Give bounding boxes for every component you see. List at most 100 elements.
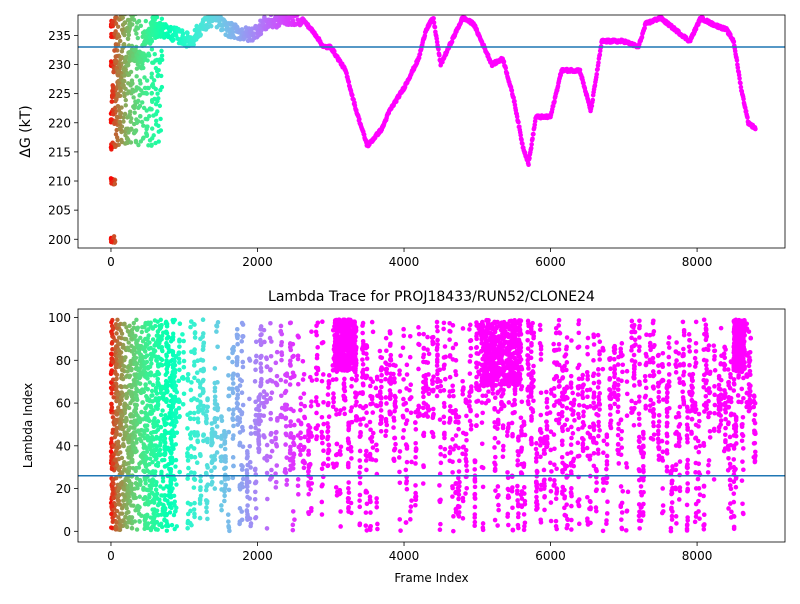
delta-g-point xyxy=(125,7,129,11)
lambda-point xyxy=(265,526,270,531)
lambda-point xyxy=(265,471,270,476)
y-tick-label: 230 xyxy=(48,58,71,72)
lambda-point xyxy=(306,452,311,457)
lambda-point xyxy=(349,501,354,506)
lambda-point xyxy=(619,429,624,434)
lambda-point xyxy=(219,480,224,485)
delta-g-point xyxy=(149,38,154,43)
lambda-point xyxy=(296,357,301,362)
delta-g-point xyxy=(153,141,157,145)
lambda-point xyxy=(268,321,273,326)
lambda-point xyxy=(421,355,426,360)
lambda-point xyxy=(588,521,593,526)
lambda-point xyxy=(253,497,258,502)
delta-g-point xyxy=(160,53,164,57)
lambda-point xyxy=(320,500,325,505)
lambda-point xyxy=(660,378,665,383)
lambda-point xyxy=(346,428,351,433)
lambda-point xyxy=(585,446,590,451)
lambda-point xyxy=(176,379,181,384)
lambda-point xyxy=(513,392,518,397)
lambda-point xyxy=(379,408,384,413)
lambda-point xyxy=(674,340,679,345)
lambda-point xyxy=(576,454,581,459)
lambda-point xyxy=(601,487,606,492)
lambda-point xyxy=(201,358,206,363)
lambda-point xyxy=(256,446,261,451)
lambda-point xyxy=(240,390,245,395)
lambda-point xyxy=(585,370,590,375)
lambda-point xyxy=(612,402,617,407)
lambda-point xyxy=(656,437,661,442)
delta-g-point xyxy=(113,145,117,149)
lambda-point xyxy=(545,405,550,410)
lambda-point xyxy=(349,384,354,389)
lambda-point xyxy=(337,412,342,417)
lambda-point xyxy=(457,480,462,485)
lambda-point xyxy=(516,523,521,528)
lambda-point xyxy=(637,399,642,404)
lambda-point xyxy=(374,505,379,510)
lambda-point xyxy=(291,451,296,456)
lambda-point xyxy=(442,432,447,437)
lambda-point xyxy=(526,362,531,367)
delta-g-point xyxy=(140,7,144,11)
lambda-point xyxy=(538,437,543,442)
delta-g-point xyxy=(114,97,118,101)
lambda-point xyxy=(438,452,443,457)
lambda-point xyxy=(347,490,352,495)
lambda-point xyxy=(457,484,462,489)
plot-frame xyxy=(78,15,785,248)
lambda-point xyxy=(665,396,670,401)
lambda-point xyxy=(212,457,217,462)
lambda-point xyxy=(448,329,453,334)
lambda-point xyxy=(561,375,566,380)
lambda-point xyxy=(648,341,653,346)
lambda-point xyxy=(215,380,220,385)
delta-g-point xyxy=(140,120,144,124)
delta-g-point xyxy=(115,116,119,120)
delta-g-point xyxy=(753,127,758,132)
lambda-point xyxy=(374,443,379,448)
delta-g-point xyxy=(287,8,292,13)
lambda-point xyxy=(314,377,319,382)
lambda-point xyxy=(235,342,240,347)
lambda-point xyxy=(439,461,444,466)
lambda-point xyxy=(398,449,403,454)
lambda-point xyxy=(496,418,501,423)
lambda-point xyxy=(302,461,307,466)
lambda-point xyxy=(204,498,209,503)
y-axis-label: ΔG (kT) xyxy=(18,105,34,157)
lambda-point xyxy=(118,384,123,389)
lambda-point xyxy=(423,380,428,385)
lambda-point xyxy=(565,360,570,365)
lambda-point xyxy=(201,347,206,352)
delta-g-point xyxy=(529,142,534,147)
lambda-point xyxy=(641,450,646,455)
lambda-point xyxy=(515,484,520,489)
delta-g-points xyxy=(109,4,758,245)
lambda-point xyxy=(413,495,418,500)
lambda-point xyxy=(569,527,574,532)
delta-g-point xyxy=(116,104,120,108)
lambda-point xyxy=(569,374,574,379)
lambda-point xyxy=(404,520,409,525)
y-tick-label: 220 xyxy=(48,116,71,130)
delta-g-point xyxy=(156,73,160,77)
lambda-point xyxy=(531,334,536,339)
lambda-point xyxy=(335,442,340,447)
lambda-point xyxy=(393,404,398,409)
lambda-point xyxy=(467,327,472,332)
lambda-point xyxy=(447,394,452,399)
lambda-point xyxy=(240,425,245,430)
lambda-point xyxy=(398,480,403,485)
lambda-point xyxy=(265,458,270,463)
lambda-point xyxy=(353,395,358,400)
lambda-point xyxy=(245,503,250,508)
delta-g-point xyxy=(139,9,143,13)
lambda-point xyxy=(193,335,198,340)
lambda-point xyxy=(651,356,656,361)
lambda-point xyxy=(291,523,296,528)
lambda-point xyxy=(209,469,214,474)
delta-g-point xyxy=(110,20,114,24)
